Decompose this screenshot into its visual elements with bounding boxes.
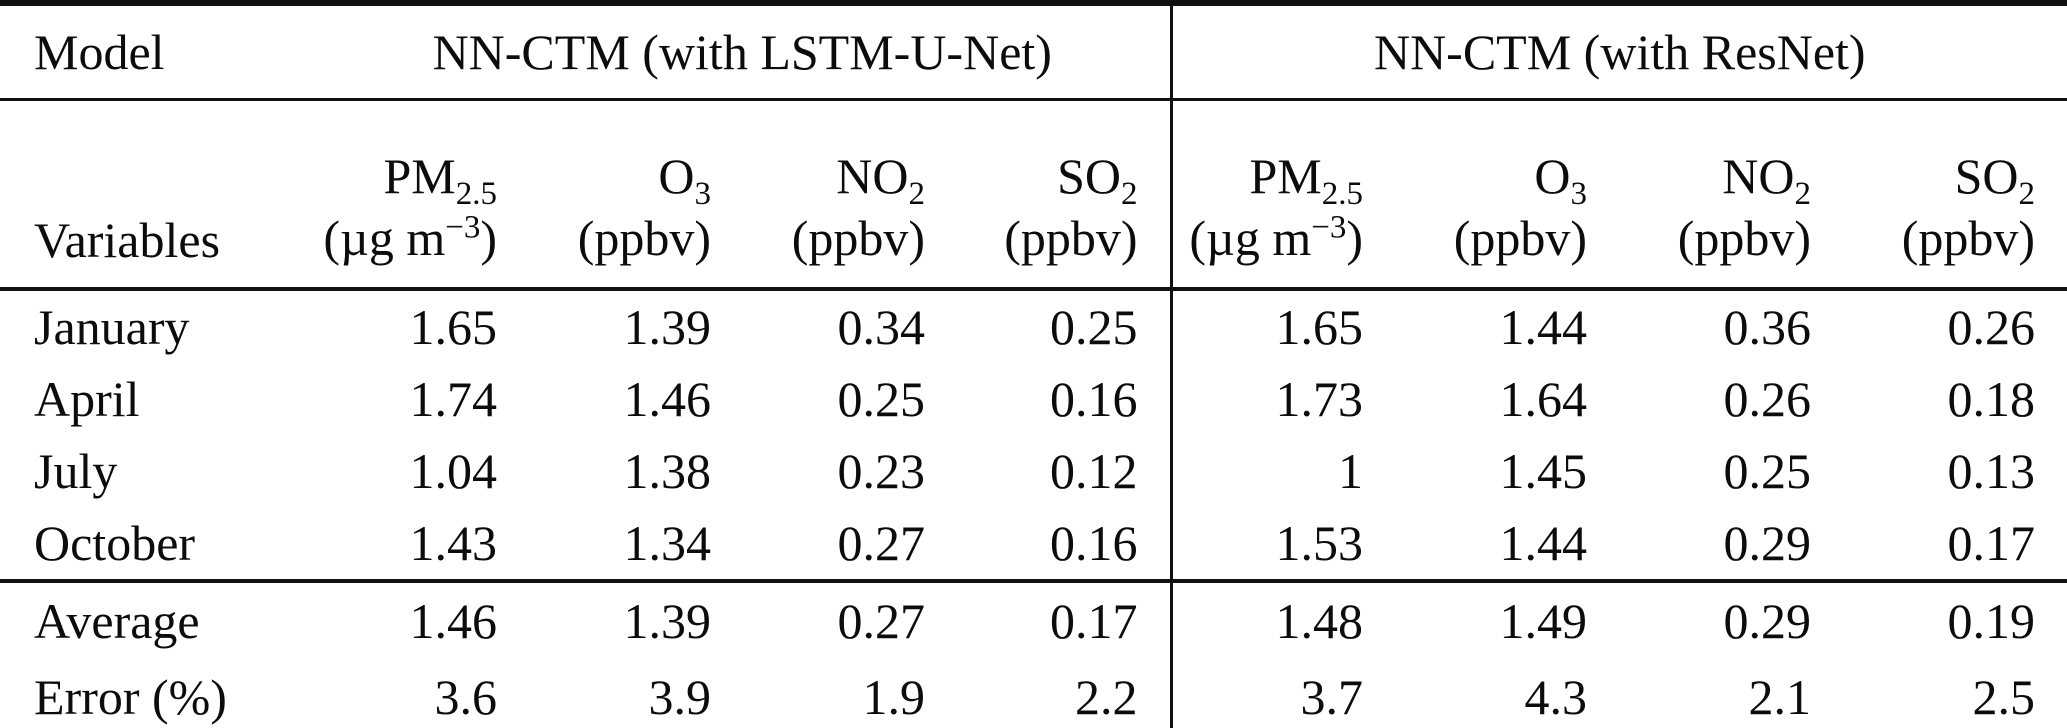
value-cell: 0.25	[957, 289, 1173, 363]
group-header-lstm-unet: NN-CTM (with LSTM-U-Net)	[315, 3, 1173, 100]
species-name: O3	[658, 148, 711, 212]
value-cell: 1	[1338, 443, 1363, 499]
species-unit: (ppbv)	[1453, 210, 1587, 266]
value-cell: 0.12	[957, 435, 1173, 507]
value-cell: 0.27	[837, 515, 926, 571]
table-row-error: Error (%) 3.6 3.9 1.9 2.2 3.7 4.3 2.1 2.…	[0, 659, 2067, 728]
value-cell: 0.13	[1947, 443, 2036, 499]
value-cell: 1.53	[1275, 515, 1364, 571]
species-name: SO2	[1057, 148, 1138, 212]
column-header-pm25-lstm: PM2.5 (µg m−3)	[315, 100, 529, 290]
value-cell: 0.18	[1947, 371, 2036, 427]
value-cell: 1.39	[623, 299, 712, 355]
value-cell: 0.17	[957, 581, 1173, 659]
value-cell: 1.45	[1499, 443, 1588, 499]
species-name: O3	[1534, 148, 1587, 212]
model-header: Model	[34, 24, 165, 80]
value-cell: 1.46	[409, 593, 498, 649]
variables-header: Variables	[34, 212, 221, 268]
value-cell: 3.7	[1300, 669, 1364, 725]
value-cell: 1.44	[1499, 515, 1588, 571]
row-label: Error (%)	[34, 669, 227, 725]
value-cell: 0.29	[1723, 515, 1812, 571]
value-cell: 1.65	[1275, 299, 1364, 355]
column-header-pm25-resnet: PM2.5 (µg m−3)	[1171, 100, 1395, 290]
species-name: PM2.5	[1249, 148, 1363, 212]
row-label: October	[34, 515, 196, 571]
value-cell: 0.36	[1723, 299, 1812, 355]
value-cell: 1.04	[409, 443, 498, 499]
value-cell: 1.49	[1499, 593, 1588, 649]
species-name: NO2	[836, 148, 925, 212]
value-cell: 4.3	[1524, 669, 1588, 725]
table-row-average: Average 1.46 1.39 0.27 0.17 1.48 1.49 0.…	[0, 581, 2067, 659]
value-cell: 0.25	[1723, 443, 1812, 499]
value-cell: 2.5	[1972, 669, 2036, 725]
value-cell: 0.26	[1723, 371, 1812, 427]
value-cell: 0.29	[1723, 593, 1812, 649]
value-cell: 0.23	[837, 443, 926, 499]
value-cell: 1.74	[409, 371, 498, 427]
species-unit: (ppbv)	[1004, 210, 1138, 266]
value-cell: 0.17	[1947, 515, 2036, 571]
column-header-so2-resnet: SO2 (ppbv)	[1843, 100, 2067, 290]
value-cell: 1.46	[623, 371, 712, 427]
value-cell: 0.34	[837, 299, 926, 355]
species-unit: (ppbv)	[1677, 210, 1811, 266]
value-cell: 1.73	[1275, 371, 1364, 427]
value-cell: 0.26	[1947, 299, 2036, 355]
value-cell: 3.6	[434, 669, 498, 725]
value-cell: 3.9	[648, 669, 712, 725]
value-cell: 1.39	[623, 593, 712, 649]
summary-section: Average 1.46 1.39 0.27 0.17 1.48 1.49 0.…	[0, 581, 2067, 728]
value-cell: 1.34	[623, 515, 712, 571]
row-label: July	[34, 443, 118, 499]
value-cell: 1.9	[862, 669, 926, 725]
column-header-no2-resnet: NO2 (ppbv)	[1619, 100, 1843, 290]
species-unit: (µg m−3)	[1189, 209, 1363, 266]
variables-header-row: Variables PM2.5 (µg m−3) O3 (ppbv) NO2 (…	[0, 99, 2067, 290]
species-unit: (ppbv)	[791, 210, 925, 266]
value-cell: 1.48	[1275, 593, 1364, 649]
table-row-july: July 1.04 1.38 0.23 0.12 1 1.45 0.25 0.1…	[0, 435, 2067, 507]
species-unit: (ppbv)	[577, 210, 711, 266]
value-cell: 1.65	[409, 299, 498, 355]
value-cell: 0.25	[837, 371, 926, 427]
species-name: NO2	[1722, 148, 1811, 212]
monthly-results-section: January 1.65 1.39 0.34 0.25 1.65 1.44 0.…	[0, 289, 2067, 581]
column-header-o3-resnet: O3 (ppbv)	[1395, 100, 1619, 290]
value-cell: 1.64	[1499, 371, 1588, 427]
column-header-o3-lstm: O3 (ppbv)	[529, 100, 743, 290]
column-header-so2-lstm: SO2 (ppbv)	[957, 99, 1173, 289]
row-label: January	[34, 299, 190, 355]
group-header-resnet: NN-CTM (with ResNet)	[1373, 24, 1866, 80]
species-name: SO2	[1954, 148, 2036, 212]
table-row-october: October 1.43 1.34 0.27 0.16 1.53 1.44 0.…	[0, 507, 2067, 581]
species-unit: (µg m−3)	[323, 209, 497, 266]
species-unit: (ppbv)	[1901, 210, 2036, 266]
table-row-april: April 1.74 1.46 0.25 0.16 1.73 1.64 0.26…	[0, 363, 2067, 435]
value-cell: 1.38	[623, 443, 712, 499]
value-cell: 1.43	[409, 515, 498, 571]
model-header-row: Model NN-CTM (with LSTM-U-Net) NN-CTM (w…	[0, 3, 2067, 100]
table-row-january: January 1.65 1.39 0.34 0.25 1.65 1.44 0.…	[0, 289, 2067, 363]
value-cell: 2.1	[1748, 669, 1812, 725]
value-cell: 0.16	[957, 507, 1173, 581]
value-cell: 0.19	[1947, 593, 2036, 649]
row-label: Average	[34, 593, 200, 649]
column-header-no2-lstm: NO2 (ppbv)	[743, 100, 957, 290]
value-cell: 2.2	[957, 659, 1173, 728]
value-cell: 0.27	[837, 593, 926, 649]
species-name: PM2.5	[383, 148, 497, 212]
value-cell: 1.44	[1499, 299, 1588, 355]
row-label: April	[34, 371, 140, 427]
value-cell: 0.16	[957, 363, 1173, 435]
